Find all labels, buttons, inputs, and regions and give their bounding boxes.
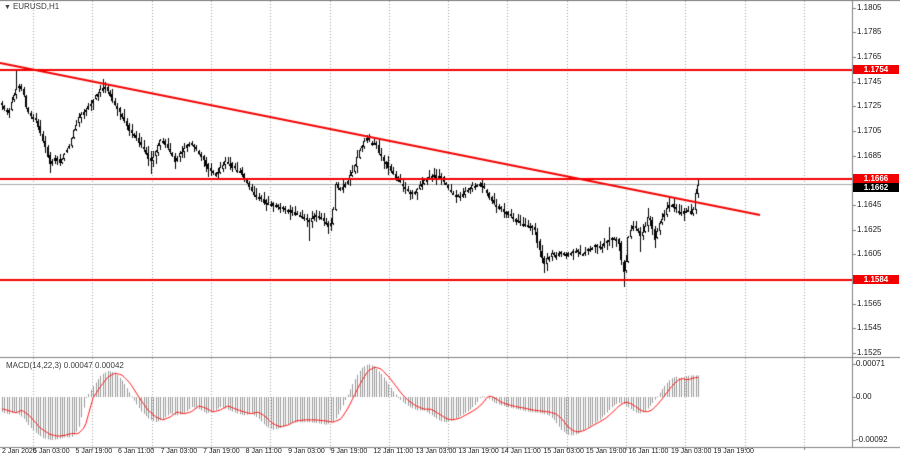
macd-indicator-label: MACD(14,22,3) 0.00047 0.00042 — [6, 361, 124, 370]
time-tick-label: 19 Jan 19:00 — [713, 448, 754, 455]
price-tick-label: 1.1805 — [857, 2, 882, 12]
time-tick-label: 12 Jan 11:00 — [373, 448, 414, 455]
level-price-tag-resistance: 1.1754 — [853, 65, 899, 75]
macd-tick-label: 0.00071 — [856, 358, 885, 368]
level-price-tag-resistance: 1.1666 — [853, 174, 899, 184]
time-tick-label: 14 Jan 11:00 — [500, 448, 541, 455]
symbol-dropdown-icon: ▼ — [4, 4, 11, 11]
time-tick-label: 9 Jan 03:00 — [288, 448, 325, 455]
price-tick-label: 1.1645 — [857, 200, 882, 210]
time-tick-label: 15 Jan 19:00 — [585, 448, 627, 455]
time-tick-label: 5 Jan 03:00 — [33, 448, 70, 455]
price-tick-label: 1.1545 — [857, 323, 882, 333]
macd-tick-label: 0.00 — [856, 392, 872, 401]
symbol-label: EURUSD,H1 — [12, 2, 60, 11]
current-price-tag: 1.1662 — [853, 183, 899, 193]
time-tick-label: 9 Jan 19:00 — [330, 448, 368, 455]
time-tick-label: 7 Jan 03:00 — [160, 448, 198, 455]
time-tick-label: 2 Jan 2026 — [2, 448, 37, 455]
time-tick-label: 8 Jan 11:00 — [245, 448, 282, 455]
price-tick-label: 1.1705 — [857, 125, 882, 135]
price-tick-label: 1.1685 — [857, 150, 882, 160]
price-tick-label: 1.1765 — [857, 51, 882, 61]
level-price-tag-support: 1.1584 — [853, 275, 899, 285]
symbol-title[interactable]: ▼ EURUSD,H1 — [4, 2, 59, 11]
price-tick-label: 1.1625 — [857, 224, 882, 234]
price-tick-label: 1.1605 — [857, 249, 882, 259]
time-tick-label: 13 Jan 19:00 — [458, 448, 499, 455]
price-tick-label: 1.1745 — [857, 76, 882, 86]
time-tick-label: 19 Jan 03:00 — [670, 448, 712, 455]
time-tick-label: 6 Jan 11:00 — [118, 448, 155, 455]
time-tick-label: 16 Jan 11:00 — [628, 448, 669, 455]
time-tick-label: 5 Jan 19:00 — [75, 448, 113, 455]
price-tick-label: 1.1525 — [857, 348, 882, 358]
price-tick-label: 1.1725 — [857, 101, 882, 111]
time-tick-label: 7 Jan 19:00 — [203, 448, 240, 455]
price-tick-label: 1.1785 — [857, 27, 882, 37]
price-tick-label: 1.1565 — [857, 298, 882, 308]
time-tick-label: 13 Jan 03:00 — [415, 448, 457, 455]
time-tick-label: 15 Jan 03:00 — [543, 448, 584, 455]
macd-tick-label: -0.00092 — [856, 434, 888, 444]
